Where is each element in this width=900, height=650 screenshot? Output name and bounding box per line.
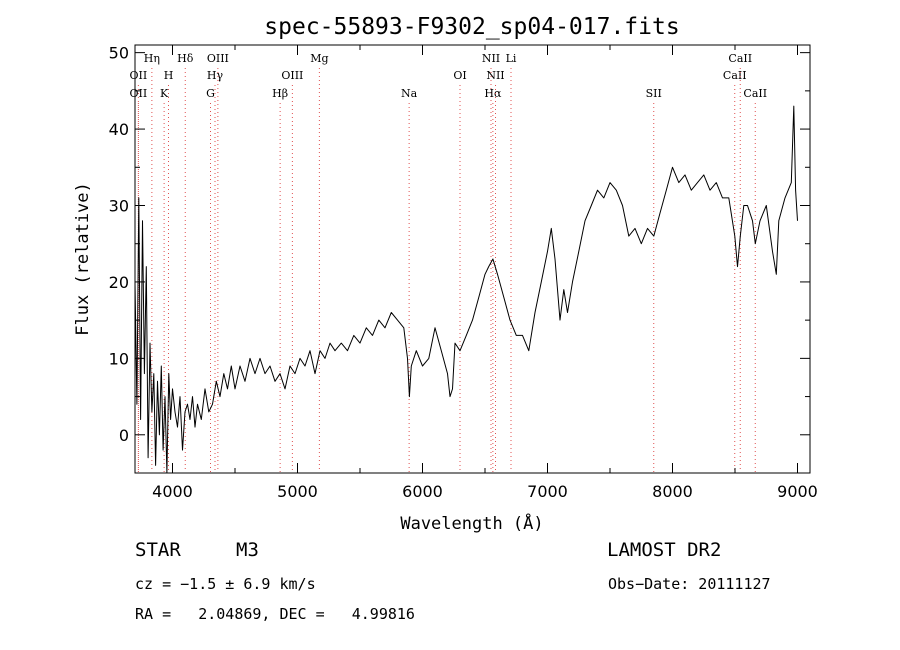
line-label-2: Hη xyxy=(144,52,160,65)
x-tick-label-2: 6000 xyxy=(402,482,443,501)
line-label-21: CaII xyxy=(743,87,767,100)
object-subclass: M3 xyxy=(236,539,259,561)
line-label-13: OI xyxy=(453,69,466,82)
x-axis-label: Wavelength (Å) xyxy=(400,512,543,534)
x-tick-label-5: 9000 xyxy=(777,482,818,501)
spectrum-line-0 xyxy=(134,105,798,474)
spectral-line-markers: OIIOIIHηKHHδGHγOIIIHβOIIIMgNaOINIIHαNIIL… xyxy=(130,52,767,472)
line-label-12: Na xyxy=(401,87,418,100)
y-tick-label-0: 0 xyxy=(119,426,129,445)
line-label-16: NII xyxy=(486,69,504,82)
y-tick-label-1: 10 xyxy=(109,349,129,368)
object-class: STAR xyxy=(135,539,181,561)
y-axis-label: Flux (relative) xyxy=(73,182,93,336)
y-tick-label-5: 50 xyxy=(109,44,129,63)
line-label-3: K xyxy=(160,87,169,100)
coordinates: RA = 2.04869, DEC = 4.99816 xyxy=(135,605,415,623)
line-label-0: OII xyxy=(130,69,148,82)
plot-frame xyxy=(134,44,811,474)
survey-name: LAMOST DR2 xyxy=(607,539,722,561)
line-label-18: SII xyxy=(646,87,662,100)
observation-date: Obs−Date: 20111127 xyxy=(608,575,771,593)
line-label-9: Hβ xyxy=(272,87,288,100)
line-label-19: CaII xyxy=(723,69,747,82)
y-tick-label-2: 20 xyxy=(109,273,129,292)
line-label-4: H xyxy=(164,69,174,82)
line-label-8: OIII xyxy=(207,52,229,65)
line-label-11: Mg xyxy=(310,52,328,65)
line-label-7: Hγ xyxy=(207,69,224,82)
x-tick-label-1: 5000 xyxy=(277,482,318,501)
x-tick-label-4: 8000 xyxy=(652,482,693,501)
redshift-cz: cz = −1.5 ± 6.9 km/s xyxy=(135,575,316,593)
line-label-10: OIII xyxy=(281,69,303,82)
chart-title: spec-55893-F9302_sp04-017.fits xyxy=(264,14,679,40)
line-label-15: Hα xyxy=(484,87,502,100)
line-label-1: OII xyxy=(130,87,148,100)
spectrum-series xyxy=(134,105,798,474)
x-tick-label-3: 7000 xyxy=(527,482,568,501)
x-tick-label-0: 4000 xyxy=(152,482,193,501)
y-tick-label-3: 30 xyxy=(109,197,129,216)
line-label-17: Li xyxy=(506,52,517,65)
axis-ticks: 4000 5000 6000 7000 8000 9000 0 10 20 30 40 50 xyxy=(109,44,818,501)
y-tick-label-4: 40 xyxy=(109,120,129,139)
line-label-5: Hδ xyxy=(177,52,194,65)
line-label-14: NII xyxy=(482,52,500,65)
line-label-20: CaII xyxy=(728,52,752,65)
line-label-6: G xyxy=(206,87,215,100)
